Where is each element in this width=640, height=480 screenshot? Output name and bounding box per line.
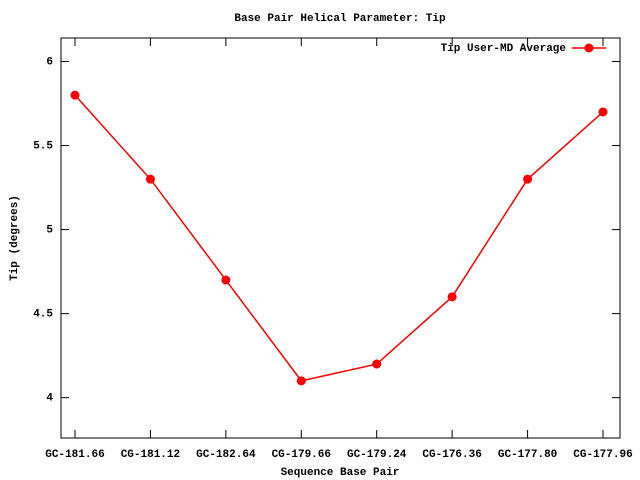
data-point <box>70 90 80 100</box>
x-axis-label: Sequence Base Pair <box>281 467 400 479</box>
x-tick-label: CG-177.96 <box>573 449 632 461</box>
data-point <box>296 376 306 386</box>
y-tick-label: 4.5 <box>33 309 53 321</box>
data-point <box>598 107 608 117</box>
y-tick-label: 6 <box>46 56 53 68</box>
y-axis-label: Tip (degrees) <box>9 195 21 281</box>
x-tick-label: CG-181.12 <box>121 449 180 461</box>
series-line <box>74 94 604 382</box>
data-point <box>447 292 457 302</box>
y-tick-label: 5 <box>46 225 53 237</box>
chart-title: Base Pair Helical Parameter: Tip <box>234 13 446 25</box>
legend-marker <box>584 43 594 53</box>
x-tick-label: GC-182.64 <box>196 449 256 461</box>
x-tick-label: GC-179.24 <box>347 449 407 461</box>
x-tick-label: CG-176.36 <box>422 449 481 461</box>
plot-frame <box>60 37 621 439</box>
x-tick-label: GC-181.66 <box>45 449 104 461</box>
y-tick-label: 4 <box>46 393 53 405</box>
data-point <box>221 275 231 285</box>
data-point <box>523 174 533 184</box>
y-tick-label: 5.5 <box>33 140 53 152</box>
data-point <box>145 174 155 184</box>
x-tick-label: CG-179.66 <box>272 449 331 461</box>
x-tick-label: GC-177.80 <box>498 449 557 461</box>
data-point <box>372 359 382 369</box>
legend-label: Tip User-MD Average <box>441 43 567 55</box>
